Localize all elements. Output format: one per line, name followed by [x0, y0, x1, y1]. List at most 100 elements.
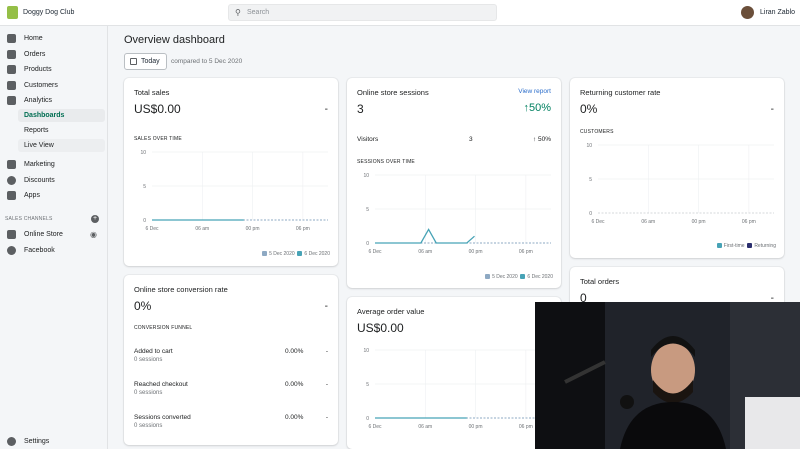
funnel-row-label: Added to cart [134, 348, 173, 355]
x-tick-label: 00 pm [469, 424, 483, 430]
change-indicator: - [324, 104, 328, 115]
funnel-row-sessions: 0 sessions [134, 390, 163, 396]
store-name[interactable]: Doggy Dog Club [23, 9, 75, 16]
legend-swatch [485, 274, 491, 280]
sidebar-item-label: Dashboards [24, 112, 65, 119]
apps-icon [7, 190, 16, 200]
sidebar-item-products[interactable]: Products [0, 62, 105, 76]
avatar[interactable] [741, 6, 754, 19]
series-line [375, 228, 475, 244]
visitors-change: ↑ 50% [532, 136, 551, 143]
average-order-value-card: Average order value US$0.00 10 5 0 6 Dec 06 … [347, 297, 561, 449]
chart-caption: CUSTOMERS [580, 129, 614, 135]
sessions-over-time-chart: 10 5 0 6 Dec 06 am 00 pm 06 pm [363, 173, 551, 255]
x-tick-label: 06 pm [519, 424, 533, 430]
gear-icon [7, 436, 16, 446]
card-title: Total orders [580, 277, 620, 286]
aov-value: US$0.00 [357, 321, 404, 335]
add-channel-icon[interactable]: + [91, 215, 99, 223]
sidebar-item-discounts[interactable]: Discounts [0, 173, 105, 187]
webcam-overlay [535, 302, 800, 449]
page-title: Overview dashboard [124, 34, 225, 46]
sidebar-item-reports[interactable]: Reports [18, 124, 105, 137]
user-name[interactable]: Liran Zablo [760, 9, 796, 16]
sidebar-item-online-store[interactable]: Online Store ◉ [0, 227, 105, 241]
y-tick-label: 5 [143, 184, 146, 190]
sidebar-item-facebook[interactable]: Facebook [0, 243, 105, 257]
y-tick-label: 5 [366, 382, 369, 388]
sessions-value: 3 [357, 102, 364, 116]
chart-legend: 5 Dec 2020 6 Dec 2020 [262, 251, 330, 257]
change-indicator: - [324, 301, 328, 312]
chart-legend: 5 Dec 2020 6 Dec 2020 [485, 274, 553, 280]
sidebar-item-label: Facebook [24, 246, 55, 254]
legend-label: 6 Dec 2020 [527, 274, 553, 280]
date-range-label: Today [141, 58, 160, 65]
sidebar-item-label: Live View [24, 142, 54, 149]
search-placeholder: Search [247, 9, 270, 16]
y-tick-label: 0 [366, 241, 369, 247]
sidebar-item-settings[interactable]: Settings [0, 434, 105, 448]
funnel-row-sessions: 0 sessions [134, 357, 163, 363]
x-tick-label: 00 pm [246, 226, 260, 232]
total-sales-card: Total sales US$0.00 - SALES OVER TIME 10… [124, 78, 338, 266]
funnel-row-change: - [325, 414, 328, 421]
sidebar-item-marketing[interactable]: Marketing [0, 157, 105, 171]
card-title: Online store sessions [357, 88, 429, 97]
x-tick-label: 06 am [641, 219, 655, 225]
funnel-row-percent: 0.00% [285, 381, 304, 388]
sidebar-item-home[interactable]: Home [0, 31, 105, 45]
home-icon [7, 33, 16, 43]
sidebar-item-label: Discounts [24, 176, 55, 184]
sidebar-item-orders[interactable]: Orders [0, 47, 105, 61]
sidebar-item-dashboards[interactable]: Dashboards [18, 109, 105, 122]
y-tick-label: 10 [363, 348, 369, 354]
orders-icon [7, 49, 16, 59]
tag-icon [7, 64, 16, 74]
eye-icon[interactable]: ◉ [90, 229, 97, 239]
x-tick-label: 00 pm [469, 249, 483, 255]
y-tick-label: 10 [140, 150, 146, 156]
sidebar-item-live-view[interactable]: Live View [18, 139, 105, 152]
x-tick-label: 06 pm [296, 226, 310, 232]
bar-chart-icon [7, 95, 16, 105]
legend-swatch [262, 251, 268, 257]
funnel-row-change: - [325, 348, 328, 355]
view-report-link[interactable]: View report [518, 88, 551, 95]
funnel-row-percent: 0.00% [285, 348, 304, 355]
legend-label: Returning [754, 243, 776, 249]
comparison-text: compared to 5 Dec 2020 [171, 58, 243, 65]
legend-swatch [297, 251, 303, 257]
conversion-rate-value: 0% [134, 299, 152, 313]
shopify-logo-icon[interactable] [7, 6, 18, 19]
x-tick-label: 06 am [418, 249, 432, 255]
sidebar-item-label: Marketing [24, 160, 55, 168]
top-bar: Doggy Dog Club ⚲ Search Liran Zablo [0, 0, 800, 26]
x-tick-label: 6 Dec [368, 249, 382, 255]
total-orders-value: 0 [580, 291, 587, 305]
sidebar-item-label: Products [24, 65, 52, 73]
sidebar-item-label: Customers [24, 81, 58, 89]
search-input[interactable]: ⚲ Search [228, 4, 497, 21]
visitors-label: Visitors [357, 136, 379, 143]
legend-swatch [520, 274, 526, 280]
sidebar-item-customers[interactable]: Customers [0, 78, 105, 92]
x-tick-label: 06 pm [742, 219, 756, 225]
returning-rate-value: 0% [580, 102, 598, 116]
sidebar-item-label: Orders [24, 50, 46, 58]
y-tick-label: 5 [366, 207, 369, 213]
average-order-value-chart: 10 5 0 6 Dec 06 am 00 pm 06 pm [363, 348, 551, 430]
webcam-image [535, 302, 800, 449]
sidebar-item-label: Home [24, 34, 43, 42]
store-icon [7, 229, 16, 239]
chart-caption: SESSIONS OVER TIME [357, 159, 415, 165]
card-title: Average order value [357, 307, 425, 316]
legend-swatch [716, 243, 722, 249]
x-tick-label: 6 Dec [145, 226, 159, 232]
conversion-rate-card: Online store conversion rate 0% - CONVER… [124, 275, 338, 445]
sidebar-item-analytics[interactable]: Analytics [0, 93, 105, 107]
date-range-button[interactable]: Today [124, 53, 167, 70]
y-tick-label: 10 [586, 143, 592, 149]
sidebar-item-apps[interactable]: Apps [0, 188, 105, 202]
change-indicator: - [770, 104, 774, 115]
